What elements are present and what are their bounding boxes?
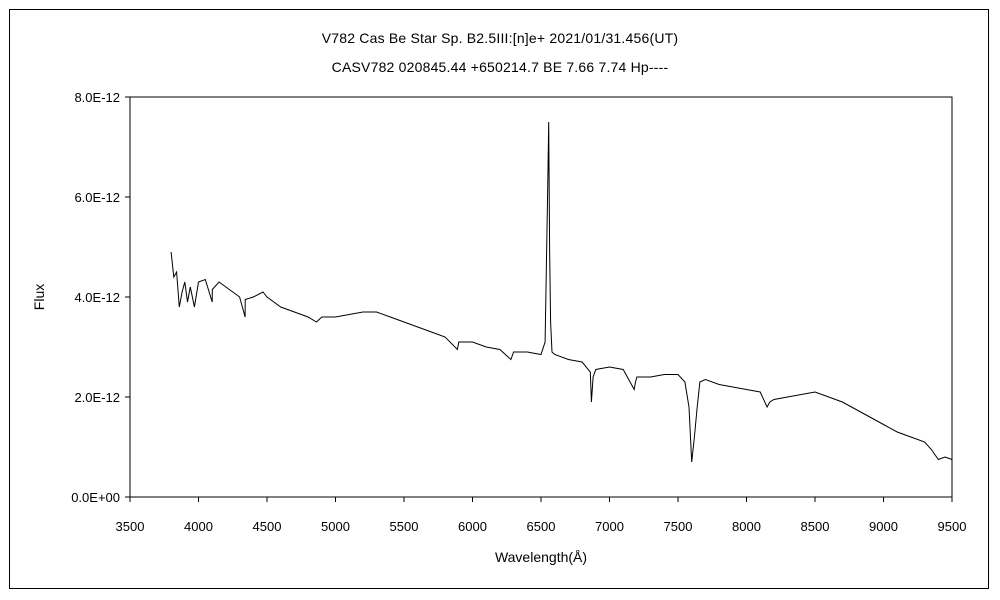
x-axis-label: Wavelength(Å) (495, 549, 587, 565)
y-tick-label: 2.0E-12 (74, 390, 120, 405)
y-tick-label: 4.0E-12 (74, 290, 120, 305)
y-tick-label: 0.0E+00 (71, 490, 120, 505)
x-tick-label: 5000 (321, 519, 350, 534)
chart-title: V782 Cas Be Star Sp. B2.5III:[n]e+ 2021/… (321, 30, 679, 46)
y-tick-label: 6.0E-12 (74, 190, 120, 205)
y-axis-label: Flux (31, 284, 47, 310)
x-tick-label: 5500 (390, 519, 419, 534)
x-tick-label: 8500 (801, 519, 830, 534)
x-tick-label: 9500 (938, 519, 967, 534)
spectrum-line (170, 121, 953, 463)
x-tick-label: 7500 (664, 519, 693, 534)
chart-subtitle: CASV782 020845.44 +650214.7 BE 7.66 7.74… (331, 59, 669, 75)
x-tick-label: 4000 (184, 519, 213, 534)
x-axis: 3500 4000 4500 5000 5500 6000 6500 7000 7500 8000… (116, 497, 967, 534)
x-tick-label: 4500 (253, 519, 282, 534)
y-axis: 0.0E+00 2.0E-12 4.0E-12 6.0E-12 8.0E-12 (71, 90, 130, 505)
x-tick-label: 9000 (869, 519, 898, 534)
chart-frame (9, 9, 989, 589)
x-tick-label: 8000 (732, 519, 761, 534)
x-tick-label: 6500 (527, 519, 556, 534)
x-tick-label: 7000 (595, 519, 624, 534)
y-tick-label: 8.0E-12 (74, 90, 120, 105)
x-tick-label: 3500 (116, 519, 145, 534)
x-tick-label: 6000 (458, 519, 487, 534)
